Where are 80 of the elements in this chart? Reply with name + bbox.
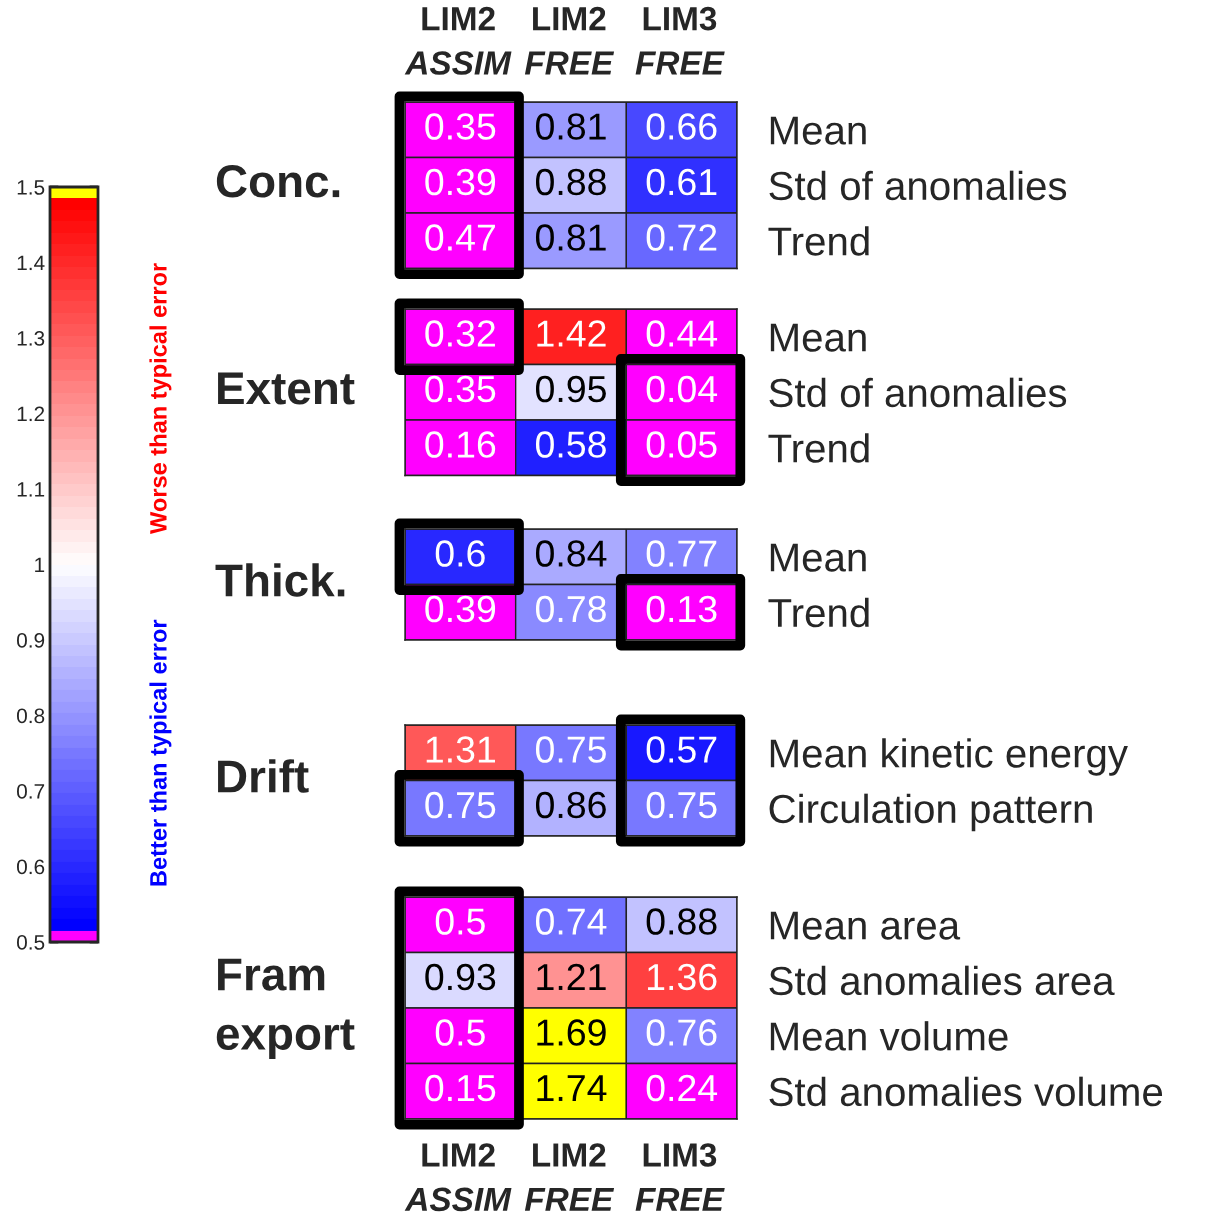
text: Extent	[218, 372, 355, 405]
data-label: 0.05	[646, 431, 717, 458]
data-label: 0.88	[646, 908, 717, 935]
data-label: 0.84	[535, 540, 607, 567]
data-label: 0.32	[425, 320, 495, 347]
color-bar-label: 0.7	[16, 784, 45, 799]
data-label: 0.39	[425, 595, 496, 623]
data-label: 0.76	[646, 1019, 717, 1046]
data-label: 1.36	[648, 963, 717, 991]
data-label: 0.77	[646, 540, 717, 567]
x-tick-label: LIM2 ASSIM	[404, 1143, 512, 1212]
x-tick-label: LIM3 FREE	[635, 6, 725, 75]
data-label: 0.6	[435, 540, 485, 567]
y-tick-label: Trend	[768, 433, 869, 463]
data-label: 0.75	[425, 791, 496, 819]
y-tick-label: Mean kinetic energy	[770, 738, 1128, 776]
color-bar-label: 0.8	[16, 708, 45, 724]
text: Worse than typical error	[149, 263, 172, 534]
color-bar-label: 1.2	[17, 406, 45, 422]
data-label: 0.5	[435, 908, 485, 935]
data-label: 0.86	[535, 791, 606, 819]
y-tick-label: Trend	[768, 226, 869, 256]
y-tick-label: Std anomalies volume	[769, 1076, 1163, 1107]
color-bar-label: 0.6	[16, 859, 45, 875]
data-label: 0.81	[535, 224, 606, 251]
data-label: 0.95	[535, 375, 606, 403]
data-label: 0.58	[535, 431, 606, 458]
y-tick-label: Mean volume	[770, 1021, 1008, 1051]
y-tick-label: Mean	[770, 543, 866, 572]
data-label: 0.16	[425, 431, 496, 458]
data-label: 1.31	[426, 736, 495, 763]
color-bar-label: 1.4	[17, 255, 45, 271]
y-tick-label: Mean	[770, 116, 866, 145]
y-tick-label: Std of anomalies	[769, 377, 1067, 408]
data-label: 0.47	[425, 224, 495, 251]
data-label: 1.74	[537, 1075, 607, 1101]
data-label: 0.04	[646, 375, 718, 403]
data-label: 1.21	[537, 963, 606, 990]
data-label: 0.93	[425, 963, 496, 991]
data-label: 0.66	[646, 113, 717, 140]
x-tick-label: LIM2 FREE	[524, 1143, 615, 1211]
color-bar-label: 1.5	[17, 180, 45, 195]
y-tick-label: Std anomalies area	[769, 965, 1115, 996]
color-bar-label: 1	[35, 557, 45, 573]
y-tick-label: Mean	[770, 323, 866, 352]
text: Drift	[218, 759, 309, 793]
x-tick-label: LIM2 FREE	[524, 6, 615, 75]
y-tick-label: Trend	[768, 597, 869, 628]
text: Fram export	[216, 958, 355, 1060]
text: Conc.	[216, 165, 340, 198]
color-bar-label: 1.1	[17, 482, 45, 497]
data-label: 0.72	[646, 224, 717, 251]
color-bar-label: 0.9	[16, 633, 45, 648]
x-tick-label: LIM2 ASSIM	[404, 6, 512, 75]
data-label: 0.13	[646, 595, 717, 623]
data-label: 0.39	[425, 168, 496, 196]
data-label: 1.69	[537, 1019, 606, 1046]
text: Thick.	[215, 563, 345, 597]
data-label: 0.74	[535, 908, 607, 935]
text: Better than typical error	[149, 619, 172, 886]
data-label: 0.44	[646, 320, 718, 347]
data-label: 0.24	[646, 1074, 718, 1102]
data-label: 0.88	[535, 168, 606, 196]
data-label: 0.81	[535, 113, 606, 140]
data-label: 0.75	[646, 791, 717, 819]
data-label: 0.61	[646, 168, 717, 196]
y-tick-label: Circulation pattern	[769, 793, 1092, 832]
y-tick-label: Std of anomalies	[769, 170, 1067, 201]
data-label: 0.35	[425, 113, 496, 140]
data-label: 0.78	[535, 595, 606, 623]
color-bar-label: 0.5	[16, 935, 45, 950]
x-tick-label: LIM3 FREE	[635, 1143, 725, 1211]
y-tick-label: Mean area	[770, 911, 961, 940]
color-bar-label: 1.3	[17, 331, 45, 346]
data-label: 1.42	[537, 320, 606, 347]
data-label: 0.57	[646, 736, 717, 763]
data-label: 0.35	[425, 375, 496, 403]
data-label: 0.75	[535, 736, 606, 763]
data-label: 0.15	[425, 1074, 496, 1102]
data-label: 0.5	[435, 1019, 485, 1046]
